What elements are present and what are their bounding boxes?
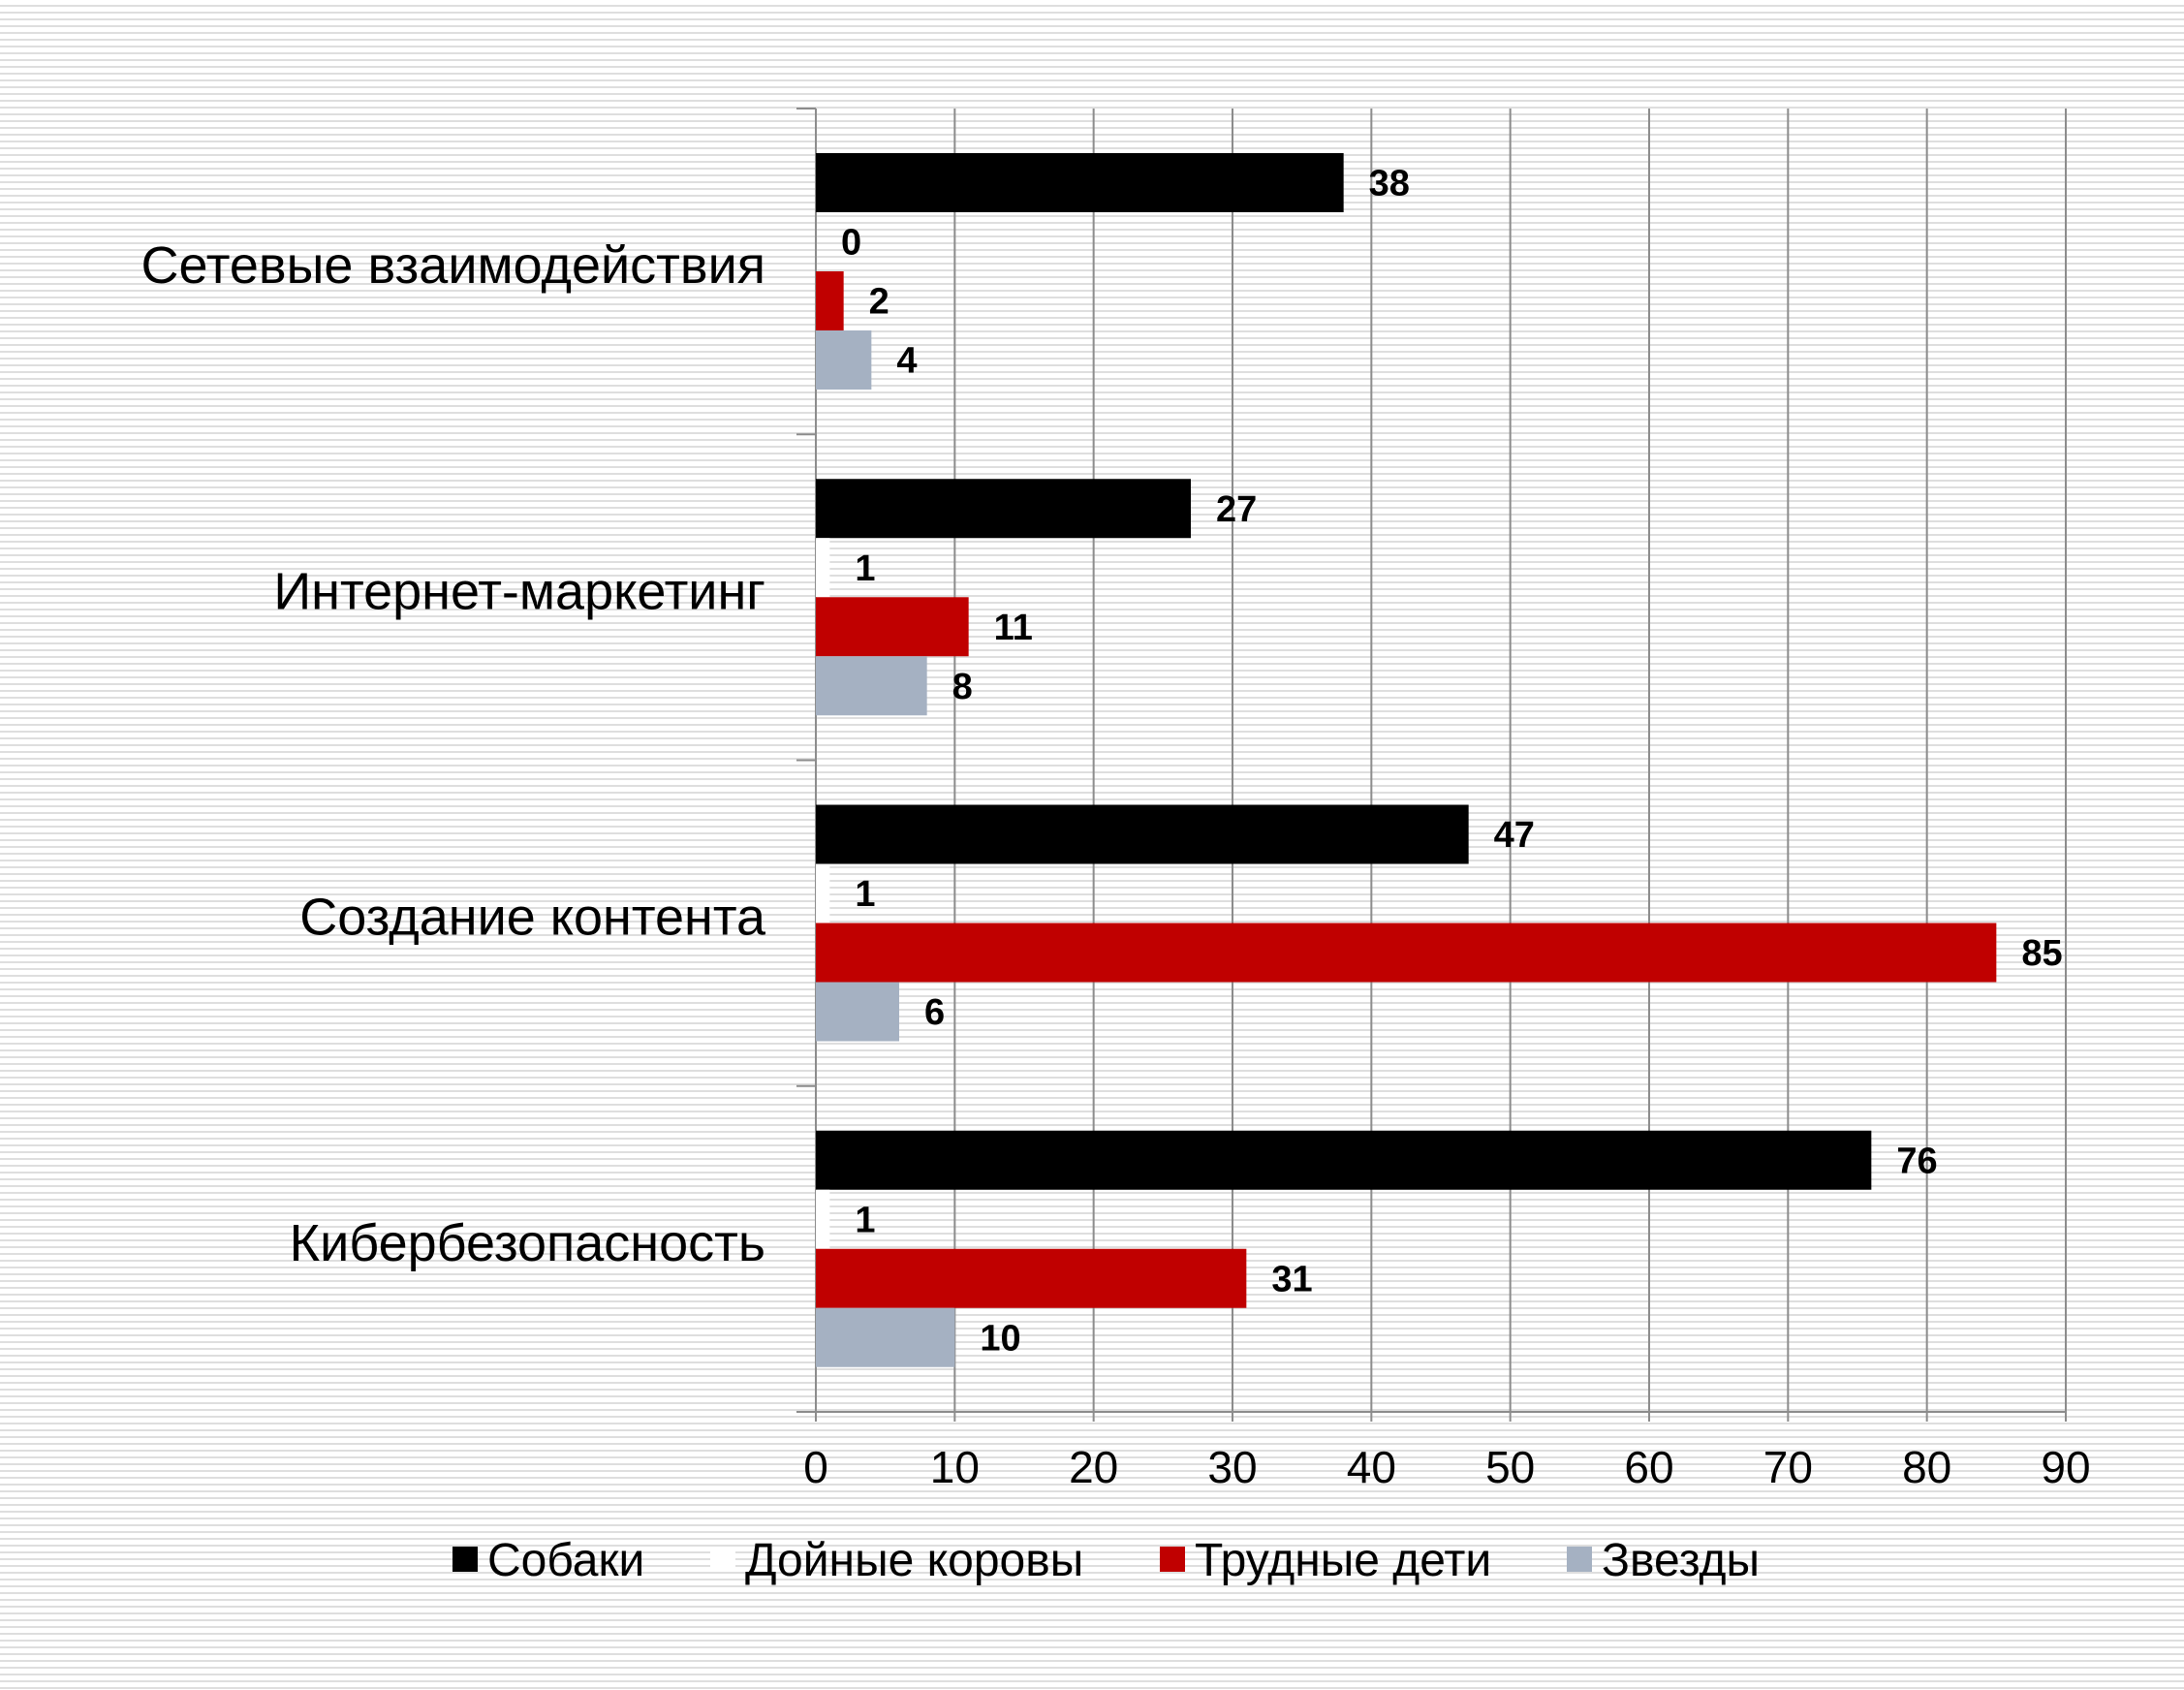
x-tick-label: 50 <box>1485 1442 1535 1492</box>
data-label: 0 <box>841 223 861 264</box>
category-label: Сетевые взаимодействия <box>141 236 765 295</box>
data-label: 2 <box>869 282 889 323</box>
bar <box>816 153 1344 212</box>
data-label: 6 <box>924 992 945 1033</box>
bar <box>816 1189 830 1249</box>
category-labels: Сетевые взаимодействия Интернет-маркетинг… <box>141 236 766 1272</box>
bar <box>816 656 927 716</box>
grid-lines <box>953 109 2067 1412</box>
category-label: Создание контента <box>299 889 766 947</box>
data-label: 31 <box>1271 1259 1312 1299</box>
data-label: 85 <box>2021 933 2062 974</box>
bar <box>816 804 1469 864</box>
x-tick-label: 70 <box>1763 1442 1813 1492</box>
legend: Собаки Дойные коровы Трудные дети Звезды <box>452 1535 1760 1586</box>
data-label: 1 <box>855 874 875 915</box>
data-label: 38 <box>1369 164 1410 204</box>
x-tick-labels: 0 10 20 30 40 50 60 70 80 90 <box>803 1442 2090 1492</box>
data-label: 47 <box>1494 815 1535 856</box>
category-label: Интернет-маркетинг <box>273 562 765 620</box>
x-tick-label: 40 <box>1347 1442 1396 1492</box>
bar <box>816 863 830 923</box>
data-label: 1 <box>855 1200 875 1240</box>
legend-swatch <box>1160 1547 1185 1572</box>
bars <box>816 153 1997 1367</box>
data-label: 11 <box>994 608 1033 648</box>
data-label: 76 <box>1896 1141 1937 1181</box>
data-label: 8 <box>952 667 973 707</box>
bar <box>816 1307 955 1367</box>
data-label: 10 <box>980 1318 1020 1359</box>
bar <box>816 271 844 330</box>
x-tick-label: 80 <box>1902 1442 1951 1492</box>
legend-label: Собаки <box>487 1535 644 1586</box>
axes <box>796 108 2067 1422</box>
x-tick-label: 60 <box>1624 1442 1673 1492</box>
data-label: 4 <box>896 341 917 382</box>
x-tick-label: 10 <box>930 1442 980 1492</box>
x-tick-label: 20 <box>1069 1442 1118 1492</box>
data-label: 27 <box>1216 489 1257 530</box>
legend-label: Дойные коровы <box>745 1535 1083 1586</box>
bar <box>816 479 1191 539</box>
bar <box>816 982 899 1042</box>
legend-swatch <box>1567 1547 1592 1572</box>
bar <box>816 923 1997 983</box>
category-label: Кибербезопасность <box>290 1214 765 1272</box>
bar <box>816 330 872 390</box>
x-tick-label: 30 <box>1207 1442 1257 1492</box>
x-tick-label: 90 <box>2041 1442 2090 1492</box>
legend-swatch <box>710 1547 735 1572</box>
x-tick-label: 0 <box>803 1442 828 1492</box>
legend-label: Трудные дети <box>1195 1535 1491 1586</box>
bar <box>816 1130 1872 1190</box>
bar <box>816 538 830 598</box>
data-label: 1 <box>855 548 875 589</box>
legend-swatch <box>452 1547 478 1572</box>
bar <box>816 597 969 657</box>
bar <box>816 1248 1247 1308</box>
legend-label: Звезды <box>1602 1535 1760 1586</box>
